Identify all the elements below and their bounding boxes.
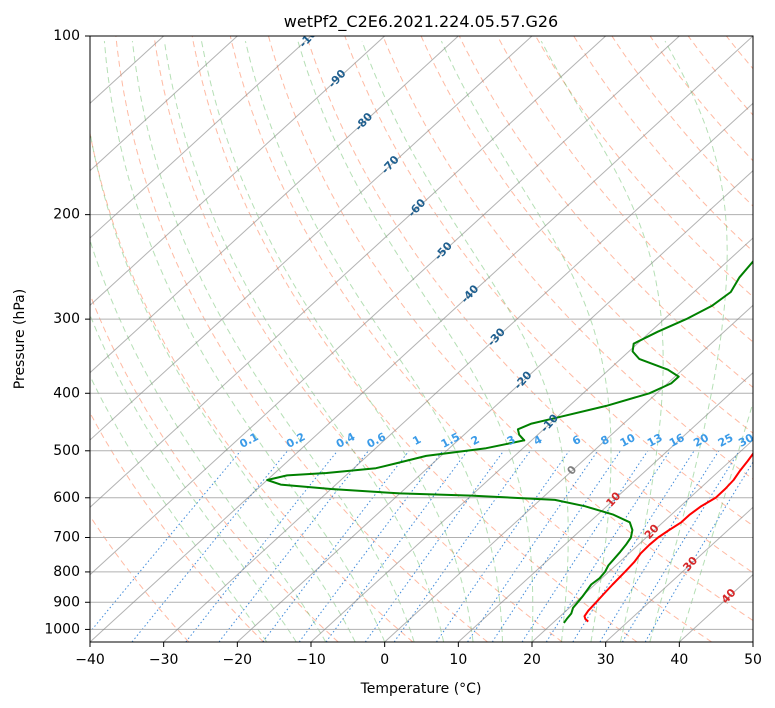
mixing-ratio-line [185, 450, 338, 642]
moist-adiabat [90, 374, 268, 642]
y-tick-label: 800 [53, 564, 80, 580]
dry-adiabat [344, 36, 753, 527]
moist-adiabat [163, 41, 445, 642]
isotherm-line [90, 36, 753, 642]
dry-adiabat [90, 411, 264, 642]
mixing-ratio-line [90, 450, 242, 633]
y-tick-label: 100 [53, 28, 80, 44]
mixing-ratio-line [599, 450, 720, 642]
isotherm-line [90, 36, 459, 374]
mixing-ratio-label: 30 [736, 431, 756, 450]
y-axis-label: Pressure (hPa) [12, 289, 28, 389]
isotherm-line [90, 36, 533, 441]
mixing-ratio-label: 25 [716, 431, 736, 450]
isotherm-line [236, 169, 753, 642]
mixing-ratio-line [545, 450, 671, 642]
y-axis: 100 200 300 400 500 600 700 800 900 1000 [44, 28, 90, 637]
dry-adiabat [382, 36, 753, 480]
x-tick-label: 0 [380, 652, 389, 668]
y-tick-label: 300 [53, 311, 80, 327]
dry-adiabat [115, 36, 488, 642]
isotherm-line [90, 36, 607, 509]
x-tick-label: −40 [75, 652, 105, 668]
y-tick-label: 400 [53, 385, 80, 401]
dry-adiabat [649, 36, 753, 162]
dry-adiabat [191, 36, 638, 642]
dry-adiabat [420, 36, 753, 434]
dry-adiabat [573, 36, 753, 253]
mixing-ratio-label: 16 [667, 431, 687, 450]
y-tick-label: 1000 [44, 621, 80, 637]
isotherm-line [90, 36, 312, 239]
dry-adiabat [90, 293, 339, 642]
x-tick-label: −20 [223, 652, 253, 668]
sounding-series [266, 260, 753, 624]
y-tick-label: 700 [53, 530, 80, 546]
isotherm-line [384, 304, 753, 642]
x-axis-label: Temperature (°C) [360, 681, 482, 697]
temperature-profile [583, 452, 753, 623]
dry-adiabat [458, 36, 753, 389]
mixing-ratio-line [644, 461, 753, 642]
dewpoint-profile [266, 260, 753, 624]
mixing-ratio-line [131, 450, 288, 642]
mixing-ratio-line [364, 450, 505, 642]
isotherm-line [163, 102, 753, 642]
y-tick-label: 600 [53, 490, 80, 506]
y-tick-label: 200 [53, 207, 80, 223]
mixing-ratio-line [262, 450, 410, 642]
dry-adiabat [153, 36, 563, 642]
mixing-ratio-label: 10 [618, 431, 638, 450]
moist-adiabat [649, 40, 728, 642]
dry-adiabat [90, 515, 190, 642]
mixing-ratio-line [218, 450, 369, 642]
plot-frame [89, 35, 754, 643]
x-tick-label: −10 [296, 652, 326, 668]
moist-adiabat [201, 41, 474, 642]
moist-adiabat [540, 40, 664, 642]
mixing-ratio-line [467, 450, 599, 642]
moist-adiabat [297, 40, 534, 642]
chart-title: wetPf2_C2E6.2021.224.05.57.G26 [284, 12, 558, 32]
dry-adiabat [306, 36, 753, 574]
isotherm-line [90, 36, 238, 172]
isotherm-line [457, 371, 753, 642]
x-tick-label: 40 [670, 652, 688, 668]
x-tick-label: 20 [523, 652, 541, 668]
dry-adiabat [229, 36, 712, 642]
moist-adiabat [244, 40, 503, 642]
mixing-ratio-label: 20 [691, 431, 711, 450]
mixing-ratio-label: 13 [645, 431, 665, 450]
moist-adiabat [90, 238, 327, 642]
y-tick-label: 900 [53, 594, 80, 610]
moist-adiabat [90, 129, 356, 642]
isotherm-line [90, 36, 386, 307]
isotherm-line [531, 439, 753, 642]
moist-adiabat [361, 40, 569, 642]
x-tick-label: −30 [149, 652, 179, 668]
x-tick-label: 10 [449, 652, 467, 668]
isotherm-line [90, 36, 680, 576]
dry-adiabat [268, 36, 753, 622]
moist-adiabat [103, 41, 386, 642]
isotherm-line [605, 506, 753, 642]
x-tick-label: 30 [597, 652, 615, 668]
isotherms [90, 36, 753, 642]
dry-adiabat [90, 130, 414, 642]
dry-adiabats [90, 36, 753, 642]
mixing-ratio-line [393, 450, 531, 642]
plot-area: -100-90-80-70-60-50-40-30-20-10010203040… [90, 36, 756, 642]
mixing-ratio-line [572, 450, 695, 642]
x-tick-label: 50 [744, 652, 762, 668]
pressure-gridlines [90, 36, 753, 630]
x-axis: −40 −30 −20 −10 0 10 20 30 40 50 [75, 642, 762, 668]
dry-adiabat [496, 36, 753, 343]
y-tick-label: 500 [53, 443, 80, 459]
